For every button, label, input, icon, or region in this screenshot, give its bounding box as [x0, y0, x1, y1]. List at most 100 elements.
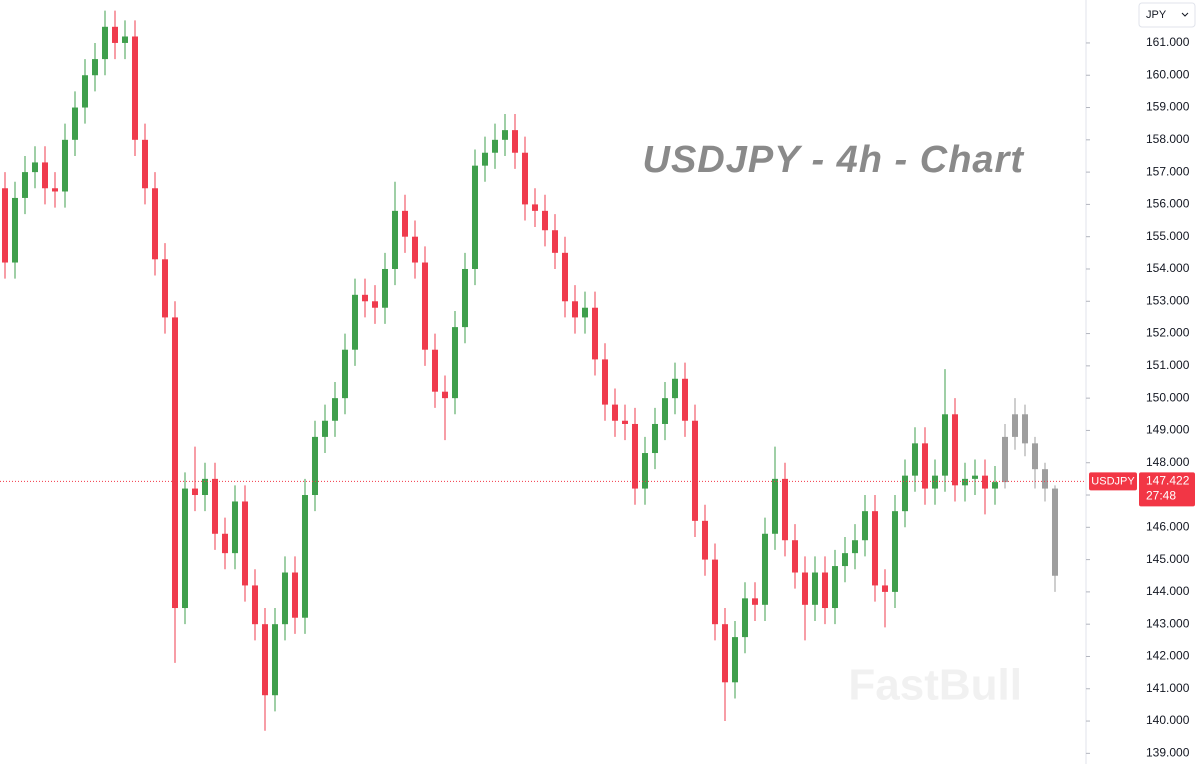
candle-body — [112, 26, 118, 43]
y-tick-label: 159.000 — [1146, 100, 1190, 114]
candle-body — [842, 553, 848, 567]
y-tick-label: 160.000 — [1146, 67, 1190, 81]
candle-body — [992, 482, 998, 489]
candle-body — [632, 423, 638, 489]
watermark: FastBull — [848, 661, 1022, 710]
candle-body — [282, 572, 288, 625]
y-tick-label: 146.000 — [1146, 519, 1190, 533]
candle-body — [472, 165, 478, 269]
candle-body — [702, 520, 708, 560]
y-tick-label: 156.000 — [1146, 197, 1190, 211]
candle-body — [682, 378, 688, 421]
candle-body — [1052, 488, 1058, 576]
candle-body — [642, 453, 648, 489]
y-tick-label: 141.000 — [1146, 681, 1190, 695]
candle-body — [962, 478, 968, 486]
currency-label: JPY — [1146, 9, 1167, 21]
candle-body — [302, 495, 308, 618]
candle-body — [372, 301, 378, 308]
candle-body — [342, 349, 348, 399]
symbol-tag — [1089, 472, 1137, 491]
last-price-label: 147.422 — [1146, 474, 1190, 488]
plot — [2, 10, 1058, 731]
candle-body — [772, 478, 778, 534]
y-tick-label: 150.000 — [1146, 390, 1190, 404]
candle-body — [122, 36, 128, 43]
candle-body — [72, 107, 78, 140]
candle-body — [132, 36, 138, 140]
candle-body — [152, 188, 158, 260]
candle-body — [942, 414, 948, 476]
candle-body — [612, 404, 618, 421]
candle-body — [622, 420, 628, 424]
candle-body — [972, 475, 978, 479]
candle-body — [782, 478, 788, 541]
candle-body — [102, 26, 108, 60]
candle-body — [532, 204, 538, 211]
candle-body — [262, 624, 268, 696]
candle-body — [382, 268, 388, 308]
y-tick-label: 161.000 — [1146, 35, 1190, 49]
y-tick-label: 149.000 — [1146, 423, 1190, 437]
y-tick-label: 158.000 — [1146, 132, 1190, 146]
candle-body — [422, 262, 428, 350]
candle-body — [212, 478, 218, 534]
candle-body — [592, 307, 598, 360]
candle-body — [292, 572, 298, 618]
chart-title: USDJPY - 4h - Chart — [643, 139, 1025, 181]
y-tick-label: 155.000 — [1146, 229, 1190, 243]
candle-body — [32, 162, 38, 173]
candle-body — [582, 307, 588, 318]
candle-body — [352, 294, 358, 350]
candle-body — [762, 533, 768, 605]
candle-body — [662, 398, 668, 424]
candle-body — [912, 443, 918, 476]
candle-body — [732, 637, 738, 683]
candle-body — [332, 398, 338, 421]
y-tick-label: 153.000 — [1146, 293, 1190, 307]
candle-body — [892, 511, 898, 592]
candle-body — [182, 488, 188, 609]
candle-body — [12, 197, 18, 263]
y-tick-label: 152.000 — [1146, 326, 1190, 340]
candle-body — [932, 475, 938, 489]
dropdown-caret — [1181, 12, 1189, 17]
candle-body — [572, 301, 578, 318]
countdown-label: 27:48 — [1146, 489, 1176, 503]
candle-body — [462, 268, 468, 328]
candle-body — [502, 130, 508, 140]
candle-body — [822, 572, 828, 609]
price-tag — [1139, 472, 1195, 507]
candle-body — [862, 511, 868, 541]
candle-body — [402, 210, 408, 237]
symbol-label: USDJPY — [1091, 475, 1135, 487]
candle-body — [922, 443, 928, 489]
candle-body — [812, 572, 818, 605]
candle-body — [202, 478, 208, 496]
candle-body — [142, 139, 148, 189]
candle-body — [22, 172, 28, 198]
candle-body — [692, 420, 698, 521]
candle-body — [242, 501, 248, 586]
candle-body — [322, 420, 328, 437]
candle-body — [192, 488, 198, 496]
y-tick-label: 151.000 — [1146, 358, 1190, 372]
candle-body — [492, 139, 498, 153]
candle-body — [392, 210, 398, 269]
candle-body — [442, 391, 448, 399]
candle-body — [872, 511, 878, 586]
candle-body — [172, 317, 178, 609]
candle-body — [882, 585, 888, 592]
candle-body — [1022, 414, 1028, 444]
candle-body — [712, 559, 718, 625]
currency-dropdown[interactable] — [1138, 2, 1196, 28]
candle-body — [672, 378, 678, 399]
candle-body — [792, 540, 798, 573]
candle-body — [412, 236, 418, 263]
candle-body — [1032, 443, 1038, 470]
candle-body — [1012, 414, 1018, 437]
candle-body — [602, 359, 608, 405]
y-tick-label: 145.000 — [1146, 552, 1190, 566]
